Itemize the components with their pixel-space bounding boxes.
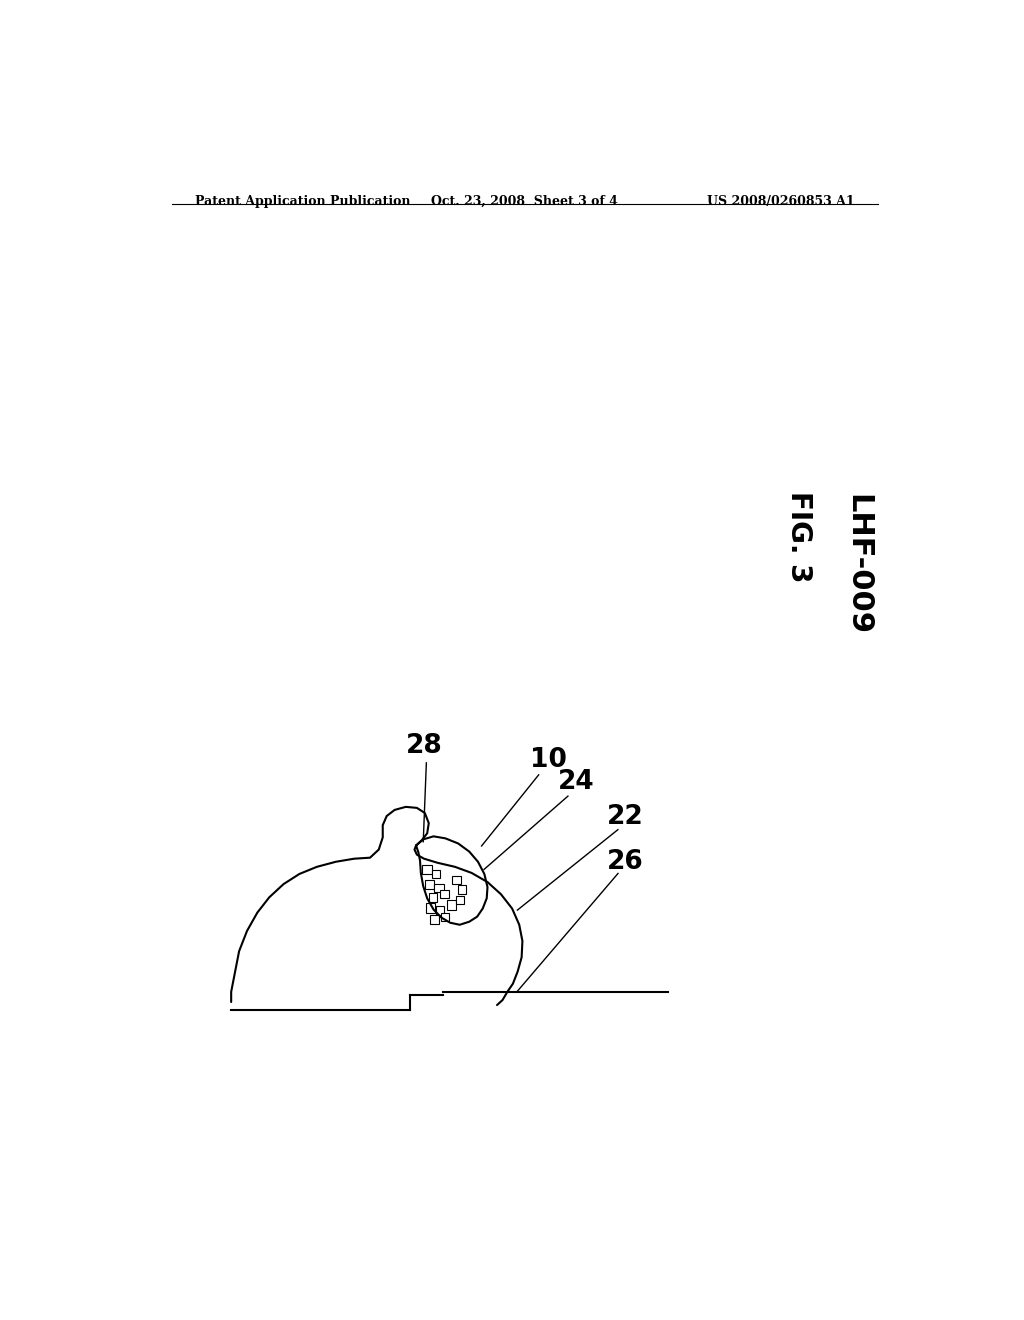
Bar [458, 886, 466, 894]
Bar [447, 900, 456, 909]
Bar [429, 894, 436, 903]
Text: 26: 26 [607, 849, 644, 875]
Bar [456, 896, 465, 904]
Text: LHF-009: LHF-009 [844, 495, 872, 635]
Text: 10: 10 [530, 747, 567, 774]
Bar [436, 907, 443, 915]
Text: 28: 28 [406, 733, 442, 759]
Text: 22: 22 [607, 804, 644, 830]
Bar [423, 865, 432, 874]
Bar [434, 884, 443, 892]
Text: US 2008/0260853 A1: US 2008/0260853 A1 [707, 195, 854, 209]
Text: Oct. 23, 2008  Sheet 3 of 4: Oct. 23, 2008 Sheet 3 of 4 [431, 195, 618, 209]
Text: 24: 24 [558, 770, 595, 796]
Bar [440, 890, 449, 899]
Text: Patent Application Publication: Patent Application Publication [196, 195, 411, 209]
Text: FIG. 3: FIG. 3 [784, 491, 813, 582]
Bar [426, 903, 435, 912]
Bar [452, 876, 461, 884]
Bar [432, 870, 440, 878]
Bar [425, 880, 433, 890]
Bar [430, 915, 439, 924]
Bar [441, 912, 450, 921]
